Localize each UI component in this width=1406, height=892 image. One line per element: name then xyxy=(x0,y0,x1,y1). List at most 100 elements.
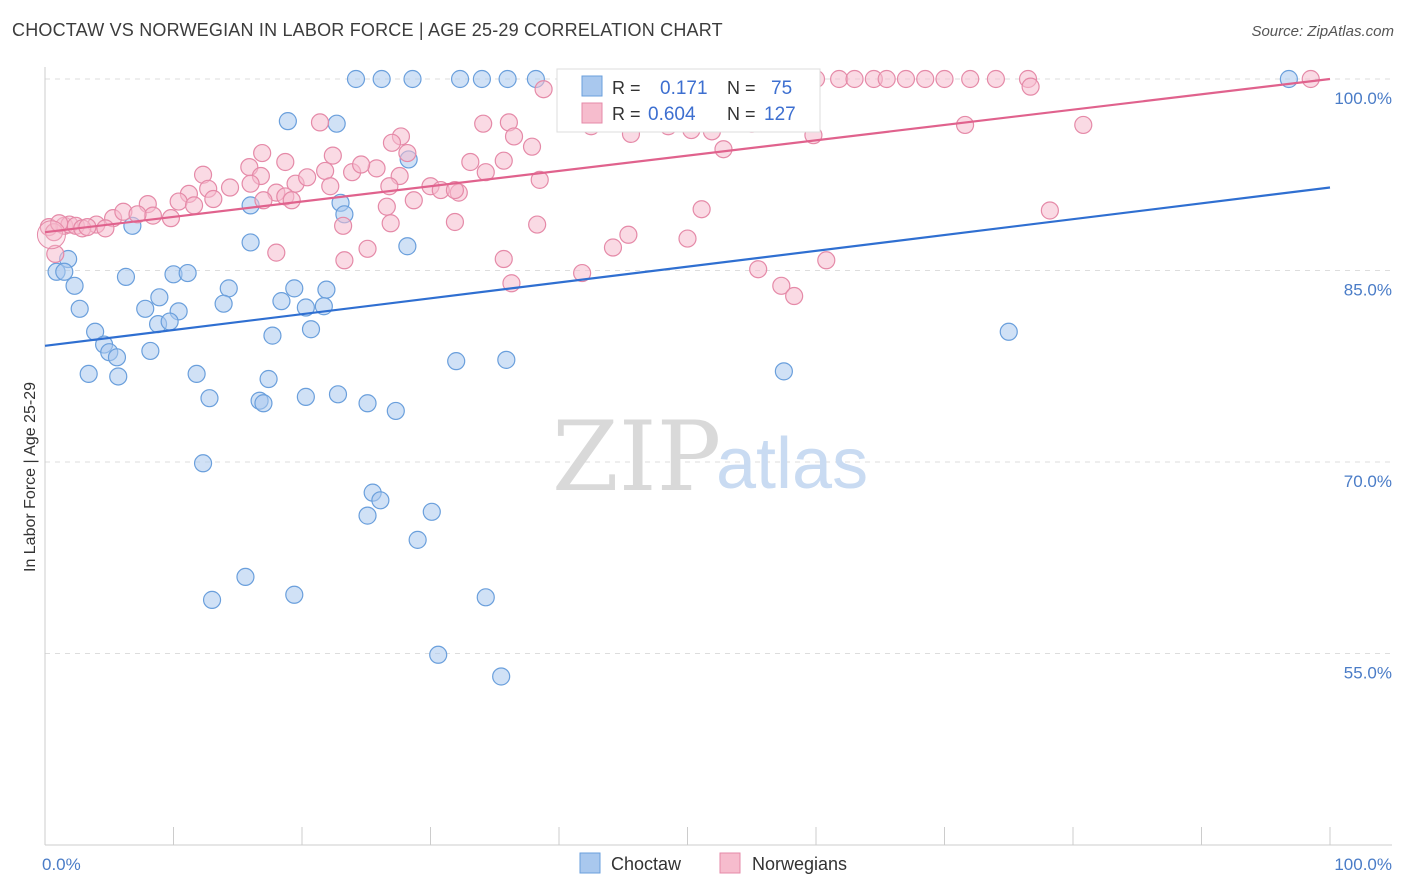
trend-lines xyxy=(44,77,1331,347)
point-choctaw-51 xyxy=(109,367,128,386)
point-norwegians-67 xyxy=(298,168,317,187)
point-choctaw-22 xyxy=(178,263,197,283)
point-norwegians-107 xyxy=(603,238,623,257)
point-choctaw-69 xyxy=(429,645,448,664)
point-norwegians-103 xyxy=(619,225,638,244)
point-norwegians-102 xyxy=(358,239,377,258)
watermark: ZIP atlas xyxy=(552,401,868,513)
point-norwegians-11 xyxy=(916,69,935,89)
point-norwegians-70 xyxy=(169,192,188,211)
point-norwegians-106 xyxy=(573,263,592,283)
point-norwegians-12 xyxy=(935,69,954,89)
point-norwegians-61 xyxy=(530,170,549,189)
point-choctaw-16 xyxy=(398,237,417,256)
point-norwegians-6 xyxy=(830,69,849,89)
y-tick-label-0: 55.0% xyxy=(1344,664,1392,683)
point-norwegians-45 xyxy=(461,152,480,172)
point-norwegians-108 xyxy=(772,276,791,295)
point-choctaw-36 xyxy=(160,312,179,331)
point-choctaw-54 xyxy=(254,394,273,413)
point-choctaw-32 xyxy=(70,299,89,318)
point-choctaw-65 xyxy=(236,567,255,587)
y-tick-labels: 55.0% 70.0% 85.0% 100.0% xyxy=(1334,89,1392,683)
legend-n-label-norwegians: N = xyxy=(727,104,756,124)
point-norwegians-14 xyxy=(986,69,1006,89)
bottom-legend-swatch-norwegians xyxy=(719,852,741,874)
legend-n-label-choctaw: N = xyxy=(727,78,756,98)
point-norwegians-94 xyxy=(334,216,353,235)
point-choctaw-0 xyxy=(346,69,366,89)
point-norwegians-105 xyxy=(749,260,768,279)
point-norwegians-95 xyxy=(381,214,400,233)
point-choctaw-28 xyxy=(214,294,233,313)
point-choctaw-47 xyxy=(497,350,516,369)
point-norwegians-51 xyxy=(352,155,371,174)
bottom-legend-swatch-choctaw xyxy=(579,852,601,874)
point-choctaw-2 xyxy=(403,69,422,89)
point-norwegians-76 xyxy=(143,206,163,225)
point-norwegians-56 xyxy=(321,177,340,196)
point-norwegians-83 xyxy=(128,205,147,224)
point-norwegians-16 xyxy=(1301,69,1320,89)
point-norwegians-37 xyxy=(504,127,524,146)
bottom-legend-label-choctaw: Choctaw xyxy=(611,854,682,874)
point-choctaw-33 xyxy=(136,299,155,318)
point-choctaw-3 xyxy=(450,69,470,89)
point-choctaw-24 xyxy=(219,279,238,298)
point-norwegians-10 xyxy=(896,69,916,89)
point-choctaw-39 xyxy=(301,320,321,339)
point-norwegians-27 xyxy=(310,113,330,132)
point-norwegians-69 xyxy=(445,180,465,200)
point-choctaw-68 xyxy=(476,588,495,607)
bottom-legend-label-norwegians: Norwegians xyxy=(752,854,847,874)
point-choctaw-29 xyxy=(272,292,291,311)
point-choctaw-27 xyxy=(150,288,169,307)
point-norwegians-large xyxy=(36,220,66,250)
point-choctaw-66 xyxy=(202,590,222,609)
point-norwegians-44 xyxy=(398,143,417,163)
point-choctaw-43 xyxy=(999,322,1018,341)
point-norwegians-46 xyxy=(494,151,513,170)
point-norwegians-41 xyxy=(253,143,272,163)
watermark-atlas: atlas xyxy=(716,424,868,504)
point-choctaw-57 xyxy=(358,394,377,413)
grid xyxy=(45,78,1392,654)
legend-r-label-choctaw: R = xyxy=(612,78,641,98)
legend-swatch-choctaw xyxy=(581,75,603,97)
point-choctaw-58 xyxy=(386,401,405,421)
point-choctaw-49 xyxy=(259,369,278,389)
point-choctaw-30 xyxy=(296,298,315,317)
point-choctaw-63 xyxy=(422,502,441,521)
point-choctaw-70 xyxy=(492,667,511,686)
point-norwegians-101 xyxy=(335,251,354,270)
point-norwegians-114 xyxy=(785,286,804,306)
point-norwegians-73 xyxy=(377,197,396,216)
point-choctaw-48 xyxy=(187,364,206,384)
legend-r-value-norwegians: 0.604 xyxy=(648,104,696,125)
point-choctaw-25 xyxy=(285,279,304,298)
point-choctaw-5 xyxy=(498,69,517,89)
point-norwegians-78 xyxy=(184,196,204,215)
point-norwegians-111 xyxy=(494,249,513,269)
series-choctaw xyxy=(47,69,1298,686)
point-norwegians-74 xyxy=(404,191,423,210)
y-tick-label-2: 85.0% xyxy=(1344,281,1392,300)
point-choctaw-59 xyxy=(193,454,213,473)
point-norwegians-72 xyxy=(254,191,273,210)
point-choctaw-38 xyxy=(263,326,282,345)
point-choctaw-45 xyxy=(107,348,127,367)
legend-r-label-norwegians: R = xyxy=(612,104,641,124)
point-norwegians-71 xyxy=(204,189,223,209)
point-norwegians-13 xyxy=(961,69,980,89)
chart-source: Source: ZipAtlas.com xyxy=(1251,23,1394,40)
watermark-zip: ZIP xyxy=(552,401,721,513)
point-norwegians-28 xyxy=(474,114,493,133)
chart-title: CHOCTAW VS NORWEGIAN IN LABOR FORCE | AG… xyxy=(12,20,723,40)
point-choctaw-55 xyxy=(296,387,315,406)
point-choctaw-67 xyxy=(285,585,304,604)
point-norwegians-9 xyxy=(877,69,896,89)
point-norwegians-65 xyxy=(241,174,260,193)
point-choctaw-19 xyxy=(55,262,74,281)
x-tick-label-1: 100.0% xyxy=(1334,855,1392,874)
